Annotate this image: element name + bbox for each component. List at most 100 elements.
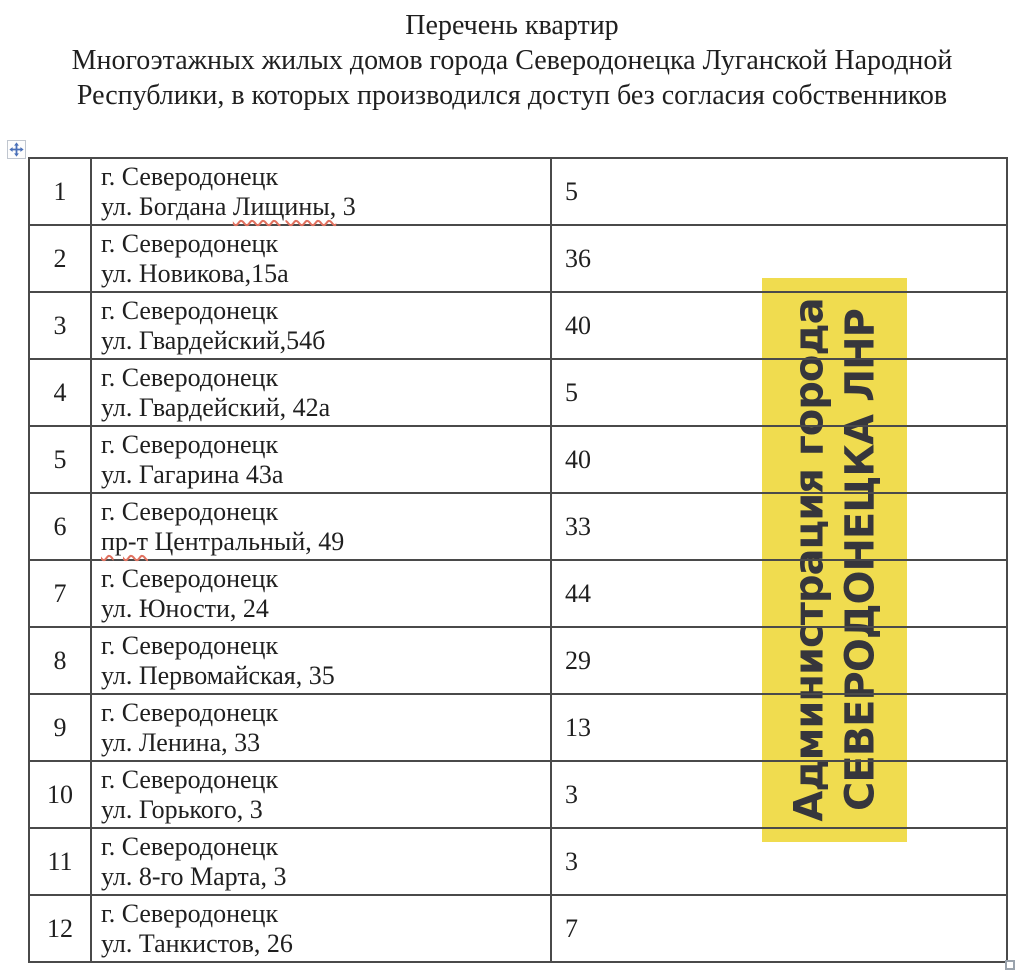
table-row: 9 г. Северодонецк ул. Ленина, 33 13	[28, 693, 1008, 762]
count-cell[interactable]: 36	[550, 224, 1008, 293]
city-line: г. Северодонецк	[101, 764, 279, 794]
address-cell[interactable]: г. Северодонецк ул. Танкистов, 26	[90, 894, 552, 963]
address-cell[interactable]: г. Северодонецк ул. Гвардейский, 42а	[90, 358, 552, 427]
street-line: ул. Танкистов, 26	[101, 929, 550, 959]
address-cell[interactable]: г. Северодонецк ул. Горького, 3	[90, 760, 552, 829]
table-row: 11 г. Северодонецк ул. 8-го Марта, 3 3	[28, 827, 1008, 896]
apartment-count: 33	[565, 511, 591, 541]
address-cell[interactable]: г. Северодонецк ул. Богдана Лищины, 3	[90, 157, 552, 226]
row-number: 5	[53, 444, 67, 474]
row-number: 12	[47, 913, 73, 943]
street-text: ул. Ленина, 33	[101, 727, 261, 757]
row-number-cell[interactable]: 1	[28, 157, 92, 226]
row-number-cell[interactable]: 8	[28, 626, 92, 695]
apartment-count: 3	[565, 779, 578, 809]
row-number-cell[interactable]: 12	[28, 894, 92, 963]
table-move-handle[interactable]	[7, 140, 26, 159]
title-line-2: Многоэтажных жилых домов города Северодо…	[71, 45, 953, 76]
table-row: 8 г. Северодонецк ул. Первомайская, 35 2…	[28, 626, 1008, 695]
street-line: ул. Горького, 3	[101, 795, 550, 825]
count-cell[interactable]: 29	[550, 626, 1008, 695]
row-number-cell[interactable]: 7	[28, 559, 92, 628]
count-cell[interactable]: 3	[550, 827, 1008, 896]
street-text: ул. Гагарина 43а	[101, 459, 284, 489]
table-resize-handle[interactable]	[1005, 960, 1015, 970]
street-line: ул. 8-го Марта, 3	[101, 862, 550, 892]
city-line: г. Северодонецк	[101, 362, 279, 392]
row-number: 4	[53, 377, 67, 407]
street-line: ул. Богдана Лищины, 3	[101, 192, 550, 222]
row-number: 6	[53, 511, 67, 541]
street-line: ул. Ленина, 33	[101, 728, 550, 758]
table-row: 6 г. Северодонецк пр-т Центральный, 49 3…	[28, 492, 1008, 561]
city-line: г. Северодонецк	[101, 630, 279, 660]
count-cell[interactable]: 3	[550, 760, 1008, 829]
street-line: ул. Первомайская, 35	[101, 661, 550, 691]
street-text: ул. 8-го Марта, 3	[101, 861, 287, 891]
city-line: г. Северодонецк	[101, 563, 279, 593]
table-row: 3 г. Северодонецк ул. Гвардейский,54б 40	[28, 291, 1008, 360]
apartment-count: 7	[565, 913, 578, 943]
title-line-1: Перечень квартир	[405, 10, 619, 41]
apartment-count: 3	[565, 846, 578, 876]
street-text: ул. Танкистов, 26	[101, 928, 293, 958]
row-number: 11	[47, 846, 73, 876]
count-cell[interactable]: 40	[550, 291, 1008, 360]
count-cell[interactable]: 40	[550, 425, 1008, 494]
apartment-count: 5	[565, 377, 578, 407]
city-line: г. Северодонецк	[101, 898, 279, 928]
city-line: г. Северодонецк	[101, 429, 279, 459]
street-text: ул. Богдана	[101, 191, 233, 221]
count-cell[interactable]: 13	[550, 693, 1008, 762]
address-cell[interactable]: г. Северодонецк ул. Юности, 24	[90, 559, 552, 628]
address-cell[interactable]: г. Северодонецк пр-т Центральный, 49	[90, 492, 552, 561]
city-line: г. Северодонецк	[101, 228, 279, 258]
street-text: ул. Юности, 24	[101, 593, 269, 623]
table-row: 7 г. Северодонецк ул. Юности, 24 44	[28, 559, 1008, 628]
table-row: 4 г. Северодонецк ул. Гвардейский, 42а 5	[28, 358, 1008, 427]
row-number: 3	[53, 310, 67, 340]
row-number-cell[interactable]: 9	[28, 693, 92, 762]
row-number: 8	[53, 645, 67, 675]
count-cell[interactable]: 7	[550, 894, 1008, 963]
street-text: ул. Гвардейский, 42а	[101, 392, 331, 422]
apartment-count: 29	[565, 645, 591, 675]
address-cell[interactable]: г. Северодонецк ул. Ленина, 33	[90, 693, 552, 762]
row-number: 1	[53, 176, 67, 206]
street-text: ул. Первомайская, 35	[101, 660, 335, 690]
city-line: г. Северодонецк	[101, 161, 279, 191]
address-cell[interactable]: г. Северодонецк ул. Гагарина 43а	[90, 425, 552, 494]
address-cell[interactable]: г. Северодонецк ул. Гвардейский,54б	[90, 291, 552, 360]
address-cell[interactable]: г. Северодонецк ул. 8-го Марта, 3	[90, 827, 552, 896]
city-line: г. Северодонецк	[101, 831, 279, 861]
street-text: 3	[336, 191, 356, 221]
address-cell[interactable]: г. Северодонецк ул. Новикова,15а	[90, 224, 552, 293]
title-line-3: Республики, в которых производился досту…	[76, 80, 948, 111]
address-cell[interactable]: г. Северодонецк ул. Первомайская, 35	[90, 626, 552, 695]
count-cell[interactable]: 5	[550, 358, 1008, 427]
row-number-cell[interactable]: 11	[28, 827, 92, 896]
row-number: 2	[53, 243, 67, 273]
apartments-table: 1 г. Северодонецк ул. Богдана Лищины, 3 …	[28, 157, 1008, 963]
row-number-cell[interactable]: 3	[28, 291, 92, 360]
row-number: 7	[53, 578, 67, 608]
row-number-cell[interactable]: 4	[28, 358, 92, 427]
table-row: 1 г. Северодонецк ул. Богдана Лищины, 3 …	[28, 157, 1008, 226]
street-line: ул. Новикова,15а	[101, 259, 550, 289]
apartment-count: 40	[565, 444, 591, 474]
count-cell[interactable]: 5	[550, 157, 1008, 226]
row-number-cell[interactable]: 6	[28, 492, 92, 561]
count-cell[interactable]: 33	[550, 492, 1008, 561]
table-row: 5 г. Северодонецк ул. Гагарина 43а 40	[28, 425, 1008, 494]
row-number-cell[interactable]: 10	[28, 760, 92, 829]
misspelled-word: пр-т	[101, 526, 148, 556]
apartment-count: 40	[565, 310, 591, 340]
street-line: ул. Гвардейский, 42а	[101, 393, 550, 423]
row-number-cell[interactable]: 2	[28, 224, 92, 293]
count-cell[interactable]: 44	[550, 559, 1008, 628]
row-number-cell[interactable]: 5	[28, 425, 92, 494]
city-line: г. Северодонецк	[101, 295, 279, 325]
apartment-count: 13	[565, 712, 591, 742]
document-title: Перечень квартир Многоэтажных жилых домо…	[0, 8, 1024, 113]
city-line: г. Северодонецк	[101, 697, 279, 727]
